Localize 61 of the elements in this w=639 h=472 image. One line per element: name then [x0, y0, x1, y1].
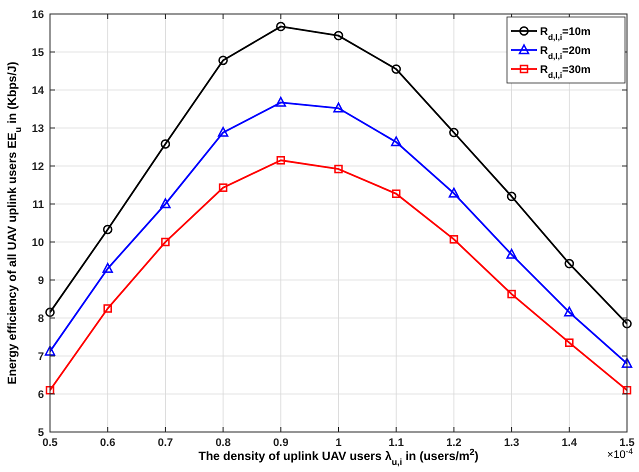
- x-tick-label: 0.5: [42, 437, 58, 449]
- point: [392, 189, 400, 198]
- y-tick-label: 15: [32, 47, 44, 59]
- point: [506, 192, 516, 202]
- y-tick-label: 12: [32, 161, 44, 173]
- point: [449, 128, 459, 138]
- x-tick-label: 1.2: [446, 437, 462, 449]
- x-tick-label: 1.5: [619, 437, 635, 449]
- point: [102, 262, 113, 273]
- x-tick-label: 0.9: [273, 437, 288, 449]
- point: [564, 306, 575, 317]
- point: [218, 56, 228, 66]
- point: [160, 198, 171, 208]
- point: [276, 22, 286, 32]
- point: [333, 102, 344, 112]
- x-tick-label: 1.4: [562, 437, 578, 449]
- x-tick-label: 0.8: [215, 437, 231, 449]
- point: [450, 235, 458, 244]
- point: [390, 136, 402, 146]
- y-tick-label: 8: [38, 313, 44, 325]
- point: [102, 224, 112, 234]
- y-tick-label: 9: [38, 275, 44, 287]
- y-tick-label: 5: [38, 427, 44, 439]
- point: [506, 248, 517, 259]
- x-tick-label: 1.3: [504, 437, 520, 449]
- point: [448, 188, 460, 198]
- point: [46, 386, 54, 394]
- point: [276, 96, 286, 107]
- point: [391, 64, 401, 74]
- legend-label: R$_{d,l,i}$=10m: [540, 26, 591, 42]
- y-tick-label: 7: [38, 351, 44, 363]
- y-tick-label: 11: [32, 199, 44, 211]
- point: [622, 318, 632, 328]
- point: [622, 386, 632, 394]
- x-tick-label: 1: [335, 437, 342, 449]
- x-tick-label: 1.1: [388, 437, 404, 449]
- point: [334, 30, 344, 40]
- point: [334, 164, 343, 174]
- point: [276, 156, 286, 165]
- x-axis-title: The density of uplink UAV users λ$_{u,i}$ in (users/m$^{2}$): [198, 447, 479, 467]
- point: [507, 290, 516, 298]
- y-tick-label: 16: [32, 9, 44, 21]
- y-tick-label: 13: [32, 123, 44, 135]
- point: [565, 338, 574, 347]
- text: ×10$^{-4}$: [606, 446, 634, 461]
- legend-label: R$_{d,l,i}$=20m: [540, 45, 591, 60]
- x-tick-label: 0.7: [158, 437, 174, 449]
- legend-label: R$_{d,l,i}$=30m: [540, 64, 591, 80]
- point: [103, 304, 112, 313]
- point: [44, 346, 56, 356]
- y-tick-label: 6: [38, 389, 44, 401]
- y-tick-label: 14: [32, 85, 45, 97]
- point: [218, 183, 228, 192]
- point: [161, 238, 170, 246]
- point: [564, 258, 574, 268]
- point: [622, 358, 632, 368]
- point: [218, 126, 228, 137]
- point: [45, 308, 55, 318]
- x-tick-label: 0.6: [100, 437, 116, 449]
- point: [160, 139, 170, 149]
- y-tick-label: 10: [32, 237, 44, 249]
